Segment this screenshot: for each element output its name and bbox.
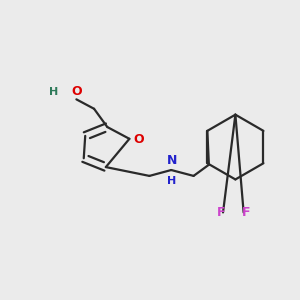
Text: H: H (167, 176, 176, 187)
Text: H: H (50, 87, 59, 97)
Text: F: F (242, 206, 250, 219)
Text: O: O (71, 85, 82, 98)
Text: O: O (133, 133, 143, 146)
Text: F: F (216, 206, 225, 219)
Text: N: N (167, 154, 177, 167)
